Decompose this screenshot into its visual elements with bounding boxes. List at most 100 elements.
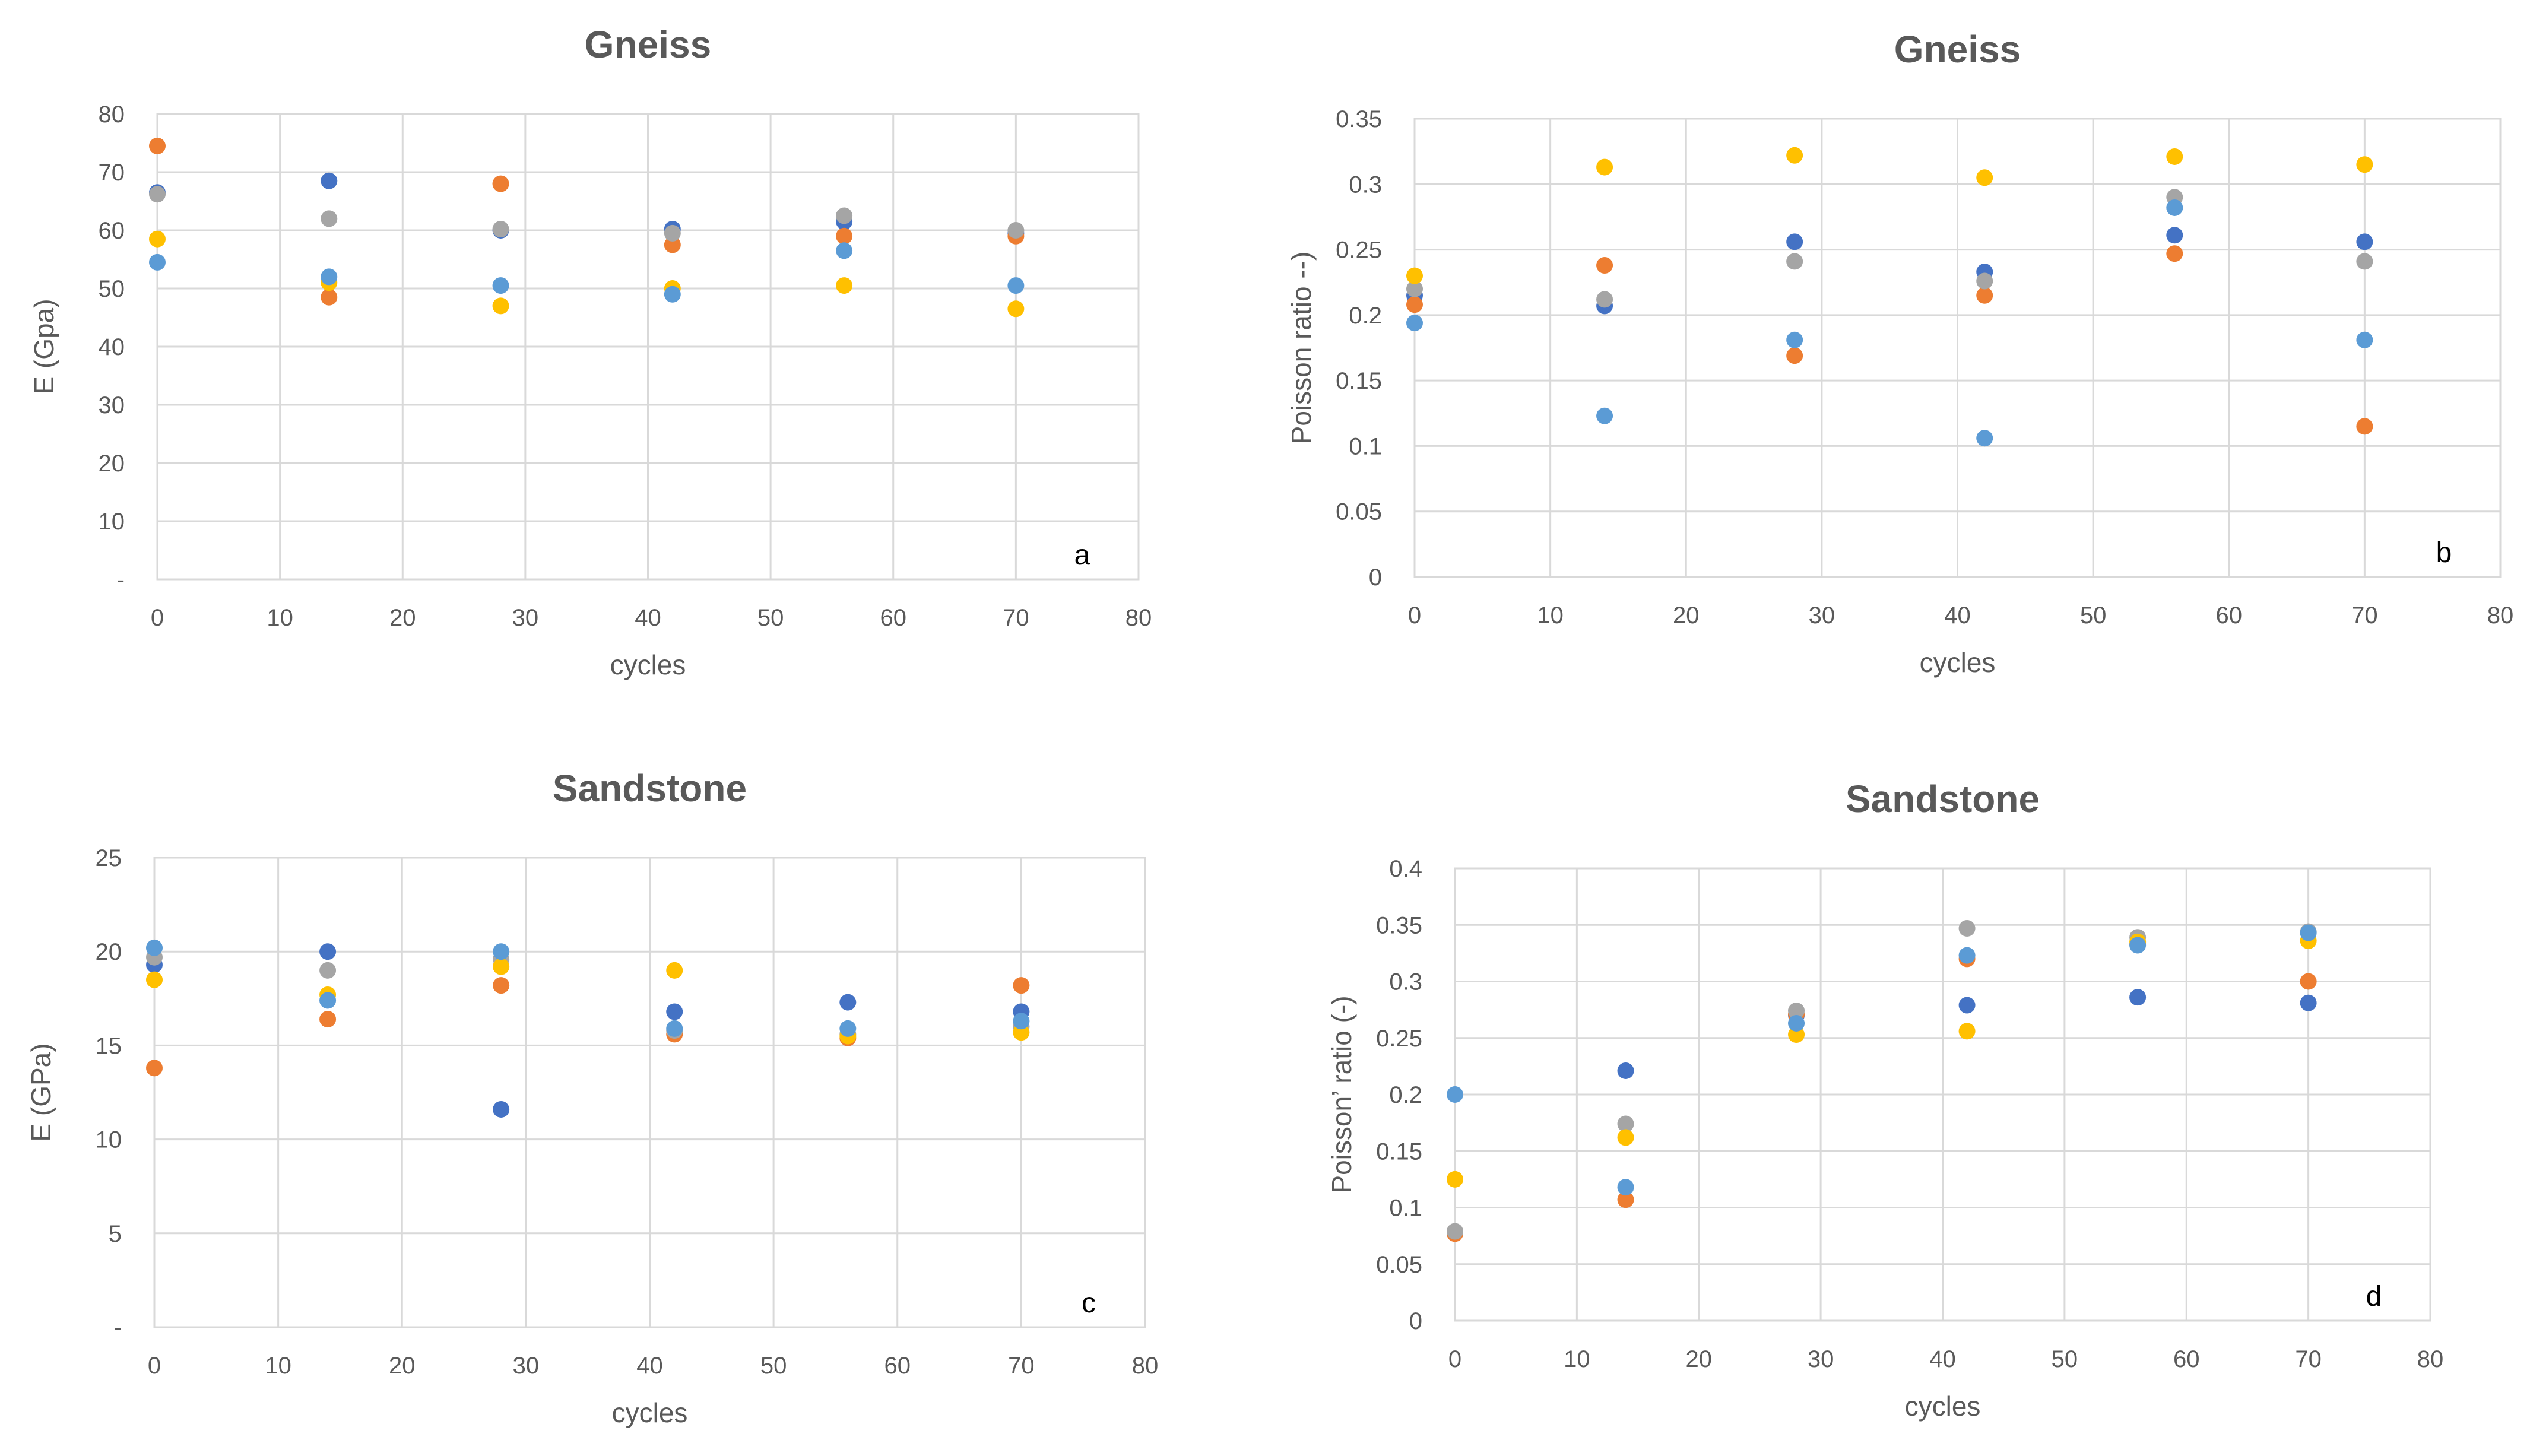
x-tick-label: 30 <box>1809 602 1835 629</box>
data-point-series-5 <box>493 943 510 960</box>
chart-title: Sandstone <box>553 767 747 810</box>
chart-panel-b: Gneiss 0 0.05 0.1 0.15 0.2 0.25 0.3 0.35 0 10 20 30 4… <box>1265 0 2530 728</box>
data-point-series-2 <box>493 977 510 994</box>
data-point-series-5 <box>1788 1014 1805 1032</box>
panel-letter: a <box>1074 540 1090 571</box>
data-point-series-2 <box>492 175 509 192</box>
data-point-series-1 <box>319 943 337 960</box>
y-tick-label: 0.2 <box>1349 303 1382 329</box>
data-point-series-4 <box>1406 267 1423 284</box>
y-tick-label: 0.2 <box>1389 1082 1422 1108</box>
data-point-series-1 <box>1958 997 1976 1014</box>
y-tick-label: 15 <box>96 1033 122 1059</box>
x-tick-label: 10 <box>1537 602 1564 629</box>
y-tick-label: 0.15 <box>1336 368 1382 394</box>
data-point-series-5 <box>2129 937 2147 954</box>
x-tick-label: 40 <box>1929 1346 1956 1372</box>
data-point-series-3 <box>149 186 166 203</box>
x-tick-label: 60 <box>880 605 907 631</box>
y-tick-label: 5 <box>109 1221 122 1247</box>
y-tick-label: 60 <box>99 218 125 244</box>
chart-title: Gneiss <box>1894 28 2021 71</box>
data-point-series-4 <box>492 297 509 315</box>
data-point-series-5 <box>146 939 163 956</box>
data-point-series-2 <box>2300 973 2317 990</box>
data-point-series-3 <box>1976 272 1993 290</box>
data-point-series-5 <box>1013 1013 1030 1030</box>
data-point-series-5 <box>1786 331 1803 348</box>
x-tick-label: 0 <box>151 605 164 631</box>
y-tick-label: 20 <box>96 939 122 965</box>
y-tick-label: 0.25 <box>1376 1026 1422 1052</box>
data-point-series-1 <box>321 172 338 189</box>
data-point-series-1 <box>2129 989 2147 1006</box>
y-tick-label: 40 <box>99 334 125 360</box>
x-tick-label: 60 <box>2173 1346 2200 1372</box>
data-point-series-3 <box>1447 1223 1463 1240</box>
x-tick-label: 20 <box>1673 602 1700 629</box>
chart-panel-c: Sandstone - 5 10 15 20 25 0 10 20 30 40 50 60 70 80 cycl… <box>0 728 1265 1456</box>
y-tick-label: - <box>117 567 125 593</box>
data-point-series-3 <box>1786 253 1803 270</box>
y-axis-label: Poisson ratio --) <box>1286 252 1317 445</box>
data-point-series-4 <box>149 230 166 248</box>
x-tick-label: 40 <box>1944 602 1971 629</box>
data-point-series-5 <box>1976 430 1993 447</box>
x-tick-label: 0 <box>1448 1346 1461 1372</box>
x-tick-label: 20 <box>389 605 416 631</box>
data-point-series-1 <box>493 1100 510 1118</box>
data-point-series-2 <box>1406 296 1423 313</box>
data-point-series-5 <box>319 992 337 1009</box>
x-tick-label: 50 <box>2080 602 2107 629</box>
data-point-series-3 <box>1406 280 1423 297</box>
y-tick-label: 0.1 <box>1389 1195 1422 1222</box>
x-tick-label: 70 <box>1008 1353 1035 1379</box>
x-tick-label: 10 <box>267 605 293 631</box>
x-tick-label: 20 <box>1686 1346 1713 1372</box>
data-point-series-1 <box>2166 227 2183 244</box>
data-point-series-3 <box>2356 253 2373 270</box>
data-point-series-4 <box>1596 158 1613 176</box>
y-tick-label: 20 <box>99 451 125 477</box>
y-tick-label: 50 <box>99 276 125 302</box>
chart-title: Gneiss <box>585 23 711 66</box>
data-point-series-4 <box>836 277 853 294</box>
data-point-series-1 <box>839 994 857 1011</box>
x-axis-label: cycles <box>1905 1391 1981 1422</box>
data-point-series-3 <box>1958 919 1976 937</box>
x-tick-label: 70 <box>2295 1346 2322 1372</box>
data-point-series-2 <box>2166 245 2183 262</box>
x-tick-label: 10 <box>1564 1346 1590 1372</box>
data-point-series-3 <box>1788 1003 1805 1020</box>
y-tick-label: 0.35 <box>1376 912 1422 938</box>
y-tick-label: 70 <box>99 160 125 186</box>
data-point-series-2 <box>319 1011 337 1028</box>
x-tick-label: 10 <box>265 1353 291 1379</box>
data-point-series-3 <box>664 224 681 242</box>
data-point-series-3 <box>321 210 338 227</box>
chart-sandstone-poisson: Sandstone 0 0.05 0.1 0.15 0.2 0.25 0.3 0.35 0.4 0 1… <box>1326 778 2443 1422</box>
chart-panel-a: Gneiss - 10 20 30 40 50 60 70 80 0 10 20 30 40 50 60 70 80… <box>0 0 1265 728</box>
x-tick-label: 60 <box>884 1353 911 1379</box>
data-point-series-4 <box>493 958 510 975</box>
x-tick-label: 0 <box>1408 602 1421 629</box>
data-point-series-4 <box>1617 1129 1634 1146</box>
data-point-series-5 <box>666 1020 683 1037</box>
x-axis-label: cycles <box>612 1397 688 1428</box>
y-tick-label: 0.4 <box>1389 856 1422 882</box>
data-point-series-5 <box>2356 331 2373 348</box>
y-tick-label: 0.25 <box>1336 237 1382 264</box>
x-tick-label: 30 <box>512 605 539 631</box>
data-point-series-4 <box>666 962 683 979</box>
x-tick-label: 0 <box>148 1353 161 1379</box>
x-tick-label: 50 <box>757 605 784 631</box>
data-point-series-2 <box>2356 418 2373 435</box>
data-point-series-2 <box>1976 287 1993 304</box>
y-tick-label: 0 <box>1409 1308 1422 1334</box>
plot-area <box>153 857 1146 1328</box>
data-point-series-2 <box>1786 347 1803 364</box>
data-point-series-5 <box>836 242 853 259</box>
data-point-series-5 <box>1617 1179 1634 1196</box>
y-tick-label: 0.05 <box>1376 1252 1422 1278</box>
y-tick-label: 30 <box>99 392 125 418</box>
